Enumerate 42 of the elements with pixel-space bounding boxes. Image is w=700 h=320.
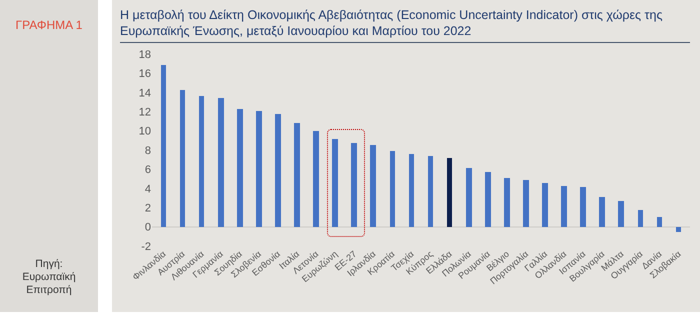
bar: [275, 114, 281, 227]
bar: [447, 158, 452, 227]
bar: [199, 96, 204, 227]
bar: [428, 156, 433, 227]
bar: [599, 197, 605, 227]
bar: [351, 143, 357, 227]
bar: [294, 123, 300, 227]
bar: [638, 210, 643, 227]
bar: [485, 172, 491, 227]
text: ΓΡΑΦΗΜΑ 1: [14, 18, 84, 32]
y-tick-label: 2: [144, 202, 151, 214]
bar: [657, 217, 662, 227]
bar: [390, 151, 395, 227]
bar: [237, 109, 243, 227]
bar: [409, 154, 414, 227]
y-tick-label: 18: [138, 48, 151, 61]
y-tick-label: 10: [138, 126, 151, 138]
bar: [523, 180, 529, 227]
bar: [561, 186, 567, 227]
y-tick-label: 12: [138, 106, 151, 118]
bar: [218, 98, 224, 227]
bar: [580, 187, 586, 227]
bar: [180, 90, 185, 227]
bar: [466, 168, 472, 227]
bar: [161, 65, 166, 227]
bar: [542, 183, 548, 227]
y-tick-label: 14: [138, 87, 151, 100]
y-tick-label: 16: [138, 68, 151, 80]
y-tick-label: 4: [144, 183, 151, 196]
bar: [504, 178, 510, 227]
y-tick-label: 6: [144, 164, 151, 176]
chart-title: Η μεταβολή του Δείκτη Οικονομικής Αβεβαιότητας (Economic Uncertainty Indicator) στις χώρες της Ευρωπαϊκής Ένωσης, μεταξύ Ιανουαρίου και Μαρτίου του 2022: [120, 7, 664, 39]
bar: [313, 131, 319, 227]
text: Πηγή: Ευρωπαϊκή Επιτροπή: [21, 258, 77, 297]
bar: [256, 111, 262, 227]
y-tick-label: 0: [144, 222, 151, 234]
bar: [676, 227, 681, 232]
y-tick-label: 8: [144, 144, 151, 157]
bar: [332, 139, 338, 227]
bar: [618, 201, 624, 227]
bar: [370, 145, 376, 227]
y-tick-label: -2: [141, 240, 151, 253]
